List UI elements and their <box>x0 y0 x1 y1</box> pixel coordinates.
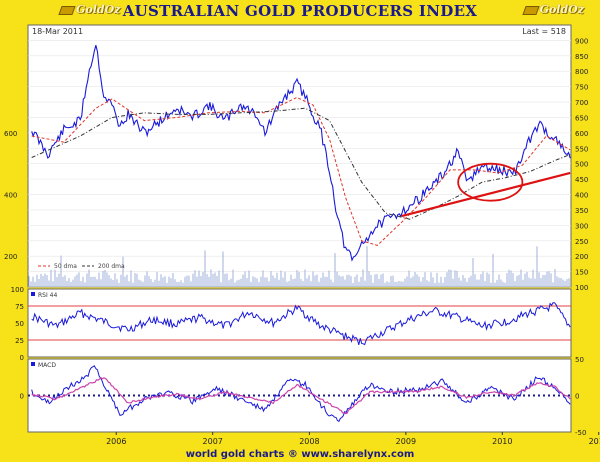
macd-marker <box>31 362 35 366</box>
price-tick-label: 650 <box>575 114 588 122</box>
rsi-tick-label: 75 <box>15 303 24 311</box>
x-tick-label: 2011 <box>589 437 600 446</box>
tick-labels: 1001502002503003504004505005506006507007… <box>4 37 600 446</box>
price-tick-label: 350 <box>575 207 588 215</box>
legend-50dma: 50 dma <box>54 263 77 270</box>
series-layer <box>31 45 571 423</box>
legend-200dma: 200 dma <box>98 263 125 270</box>
price-tick-label: 850 <box>575 53 588 61</box>
trend-line <box>401 171 571 218</box>
x-tick-label: 2010 <box>492 437 512 446</box>
volume-tick-label: 200 <box>4 253 17 261</box>
highlight-ellipse <box>457 162 524 202</box>
x-tick-label: 2007 <box>203 437 223 446</box>
price-tick-label: 400 <box>575 192 588 200</box>
x-tick-label: 2009 <box>396 437 416 446</box>
macd-tick-label: 0 <box>575 393 579 401</box>
x-tick-label: 2008 <box>299 437 319 446</box>
price-tick-label: 150 <box>575 269 588 277</box>
volume-tick-label: 400 <box>4 192 17 200</box>
price-tick-label: 300 <box>575 222 588 230</box>
price-tick-label: 900 <box>575 37 588 45</box>
rsi-tick-label: 25 <box>15 337 24 345</box>
x-tick-label: 2006 <box>106 437 126 446</box>
price-tick-label: 600 <box>575 130 588 138</box>
date-label: 18-Mar 2011 <box>32 27 83 36</box>
price-tick-label: 250 <box>575 238 588 246</box>
rsi-label: RSI 44 <box>38 292 57 299</box>
grid <box>28 40 600 435</box>
macd-left-tick-label: 0 <box>20 393 24 401</box>
price-tick-label: 100 <box>575 284 588 292</box>
volume-bars <box>28 246 570 287</box>
footer-credit: world gold charts ® www.sharelynx.com <box>185 449 415 460</box>
price-tick-label: 450 <box>575 176 588 184</box>
price-tick-label: 750 <box>575 84 588 92</box>
macd-tick-label: 50 <box>575 356 584 364</box>
price-tick-label: 700 <box>575 99 588 107</box>
macd-label: MACD <box>38 362 56 369</box>
overlays <box>401 162 571 218</box>
rsi-series-line <box>31 302 571 346</box>
last-value-label: Last = 518 <box>522 27 566 36</box>
macd-series-line <box>31 365 571 423</box>
price-panel <box>27 24 572 288</box>
rsi-tick-label: 100 <box>11 286 24 294</box>
rsi-tick-label: 0 <box>20 354 24 362</box>
logo-left-text: GoldOz <box>76 3 121 16</box>
price-tick-label: 800 <box>575 68 588 76</box>
price-tick-label: 500 <box>575 161 588 169</box>
page-title: AUSTRALIAN GOLD PRODUCERS INDEX <box>122 2 478 20</box>
price-tick-label: 200 <box>575 253 588 261</box>
rsi-panel <box>27 288 572 358</box>
price-tick-label: 550 <box>575 145 588 153</box>
volume-tick-label: 600 <box>4 130 17 138</box>
logo-right: GoldOz <box>521 3 584 16</box>
logo-right-text: GoldOz <box>539 3 584 16</box>
logo-left: GoldOz <box>58 3 121 16</box>
signal-series-line <box>31 377 571 415</box>
rsi-tick-label: 50 <box>15 320 24 328</box>
title-bar: GoldOz AUSTRALIAN GOLD PRODUCERS INDEX G… <box>0 0 600 24</box>
dma50-series-line <box>31 96 571 246</box>
price-series-line <box>31 45 571 262</box>
rsi-marker <box>31 292 35 296</box>
dma200-series-line <box>31 107 571 220</box>
macd-tick-label: -50 <box>575 429 586 437</box>
